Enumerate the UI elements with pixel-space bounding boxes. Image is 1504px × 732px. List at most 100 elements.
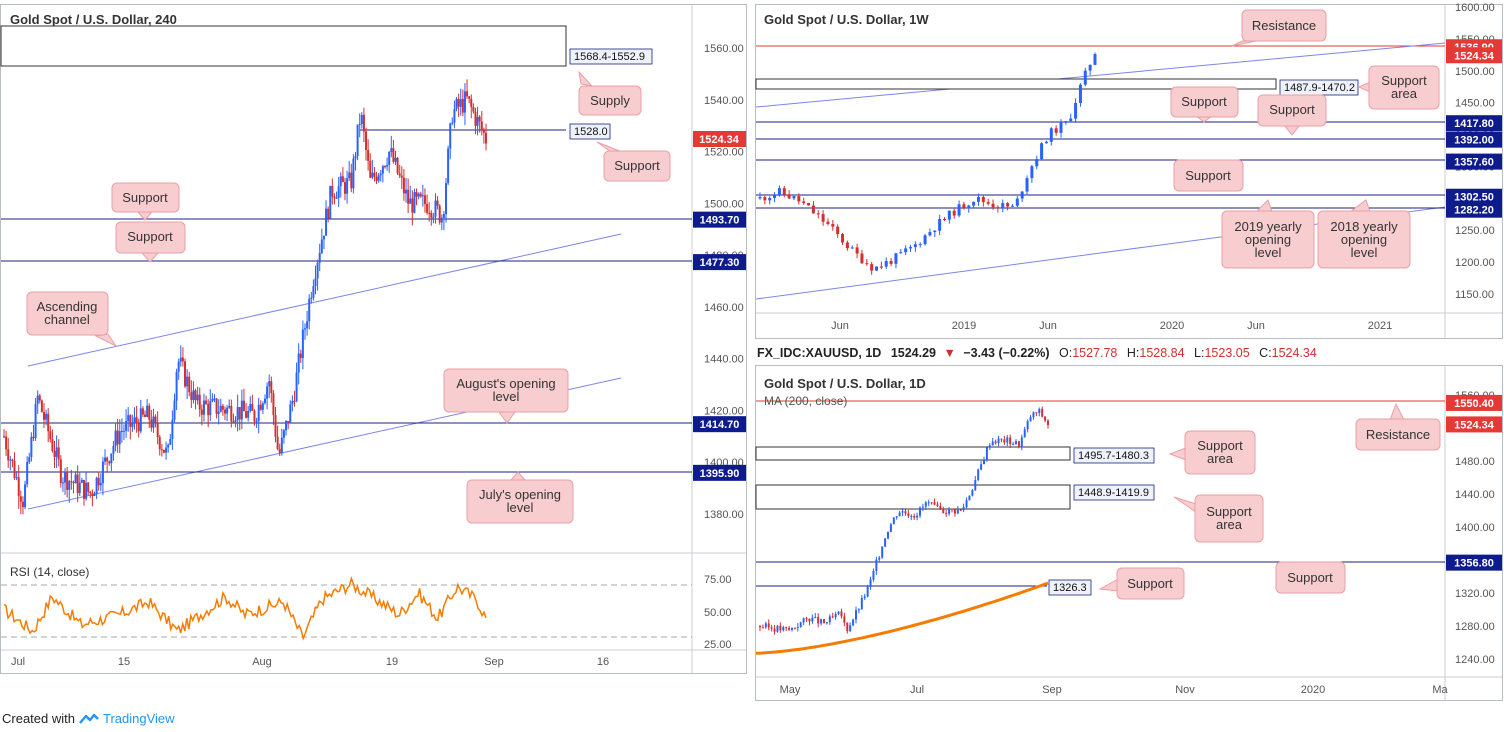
w-support-zone — [755, 78, 1277, 90]
candle-body — [367, 150, 370, 161]
candle-body — [329, 185, 332, 219]
candle-body — [152, 416, 155, 428]
time-tick-label: 2021 — [1368, 320, 1392, 332]
candle-body — [53, 450, 56, 457]
w-level-tags: 1536.901524.341417.801392.001357.601302.… — [1446, 39, 1502, 218]
time-tick-label: Sep — [484, 656, 504, 668]
candle-body — [1017, 441, 1020, 448]
time-tick-label: 16 — [597, 656, 609, 668]
candle-body — [831, 223, 835, 227]
d-callout-support-area-1-text: Support area — [1197, 438, 1243, 466]
callout-august-open-text: August's opening level — [456, 376, 555, 404]
candle-body — [28, 457, 31, 463]
candle-body — [947, 210, 951, 220]
candle-body — [205, 400, 208, 404]
candle-body — [318, 253, 321, 263]
candle-body — [811, 617, 814, 622]
candle-body — [337, 186, 340, 198]
w-callout-2019-open: 2019 yearly opening level — [1221, 199, 1315, 269]
price-tick-label: 1520.00 — [704, 147, 744, 159]
d-callout-support-2-text: Support — [1127, 576, 1173, 591]
time-tick-label: 2020 — [1301, 684, 1325, 696]
candle-body — [144, 414, 147, 417]
d-support-zone-2 — [755, 484, 1071, 510]
candle-body — [863, 596, 866, 599]
candle-body — [782, 188, 786, 195]
candle-body — [179, 357, 182, 362]
candle-body — [270, 381, 273, 394]
panel-weekly-title: Gold Spot / U.S. Dollar, 1W — [764, 12, 929, 27]
time-tick-label: 2019 — [952, 320, 976, 332]
d-callout-support-area-2: Support area — [1173, 494, 1264, 543]
candle-body — [419, 193, 422, 197]
level-tag — [1446, 47, 1502, 64]
candle-body — [7, 449, 10, 461]
candle-body — [910, 515, 913, 517]
candle-body — [365, 131, 368, 151]
candle-body — [398, 173, 401, 176]
candle-body — [857, 609, 860, 611]
candle-body — [101, 461, 104, 484]
candle-body — [938, 219, 942, 231]
candle-body — [423, 195, 426, 205]
candle-body — [257, 404, 260, 422]
rsi-tick-50: 50.00 — [704, 607, 732, 619]
candle-body — [154, 416, 157, 423]
candle-body — [996, 207, 1000, 209]
time-tick-label: 2020 — [1160, 320, 1184, 332]
candle-body — [156, 422, 159, 437]
d-zone2-label-box — [1073, 484, 1155, 501]
candle-body — [64, 471, 67, 483]
time-tick-label: Sep — [1042, 684, 1062, 696]
footer-brand[interactable]: TradingView — [102, 711, 175, 726]
candle-body — [49, 431, 52, 440]
candle-body — [1006, 437, 1009, 443]
candle-body — [763, 196, 767, 201]
level-tag-label: 1282.20 — [1454, 205, 1494, 217]
rsi-tick-75: 75.00 — [704, 574, 732, 586]
level-tag-label: 1493.70 — [700, 215, 740, 227]
candle-body — [968, 495, 971, 501]
candle-body — [245, 411, 248, 418]
d-callout-support-1: Support — [1275, 561, 1346, 594]
candle-body — [825, 622, 828, 624]
candle-body — [1009, 437, 1012, 445]
panel-weekly: 1600.001550.001500.001450.001400.001350.… — [755, 2, 1503, 339]
candle-body — [135, 417, 138, 424]
candle-body — [160, 449, 163, 451]
candle-body — [36, 395, 39, 405]
candle-body — [436, 200, 439, 206]
d-callout-support-1-text: Support — [1287, 570, 1333, 585]
candle-body — [983, 460, 985, 465]
candle-body — [1006, 203, 1010, 207]
candle-body — [47, 413, 50, 432]
candle-body — [202, 400, 205, 415]
w-callout-2018-open-text: 2018 yearly opening level — [1330, 219, 1398, 260]
candle-body — [472, 107, 475, 112]
candle-body — [97, 477, 100, 486]
ma-200-line — [755, 581, 1049, 655]
candle-body — [282, 430, 285, 438]
candle-body — [38, 395, 41, 401]
d-time-axis-ticks: May Jul Sep Nov 2020 Ma — [780, 684, 1449, 696]
candle-body — [1026, 421, 1029, 430]
candle-body — [913, 244, 917, 248]
level-tag-label: 1524.34 — [1454, 419, 1495, 431]
candle-body — [823, 619, 825, 623]
candle-body — [1069, 118, 1073, 122]
candle-body — [997, 438, 1000, 444]
candle-body — [240, 400, 243, 420]
candle-body — [253, 410, 256, 422]
candle-body — [1083, 70, 1087, 85]
candle-body — [898, 512, 901, 517]
candle-body — [211, 398, 214, 402]
candle-body — [485, 132, 487, 144]
candle-body — [118, 431, 121, 445]
candle-body — [432, 216, 435, 218]
candle-body — [817, 617, 820, 624]
d-callout-support-area-2-text: Support area — [1206, 504, 1252, 532]
candle-body — [356, 124, 359, 157]
w-callout-2019-open-text: 2019 yearly opening level — [1234, 219, 1302, 260]
candle-body — [843, 616, 846, 623]
candle-body — [55, 447, 58, 457]
